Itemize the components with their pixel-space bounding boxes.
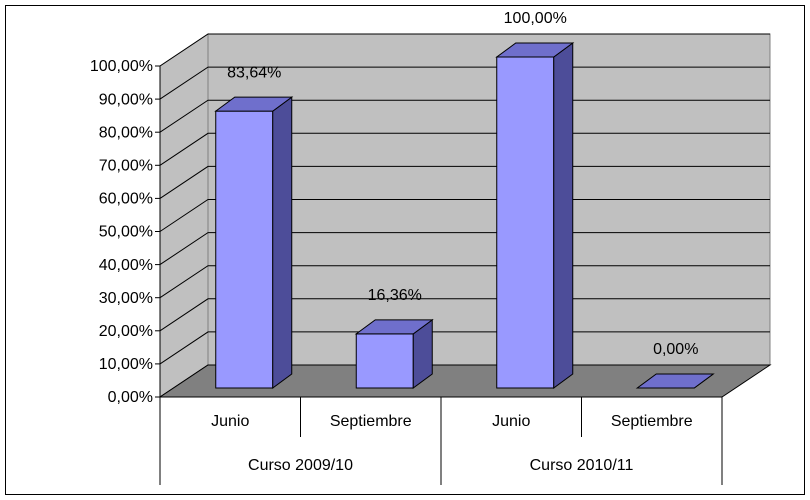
y-tick-label: 30,00% xyxy=(99,290,153,307)
y-tick-label: 0,00% xyxy=(108,389,153,406)
bar-top xyxy=(214,96,294,112)
value-label: 0,00% xyxy=(653,341,698,358)
group-label: Curso 2009/10 xyxy=(248,457,353,474)
y-tick-label: 90,00% xyxy=(99,91,153,108)
y-tick-label: 100,00% xyxy=(90,58,153,75)
bar-front xyxy=(355,333,414,389)
grid-line xyxy=(159,265,770,299)
grid-line xyxy=(159,132,770,166)
grid-line xyxy=(159,165,770,199)
bar-top xyxy=(354,319,434,335)
y-tick-label: 10,00% xyxy=(99,356,153,373)
x-tick-label: Junio xyxy=(211,413,249,430)
bar xyxy=(495,42,575,389)
y-tick-label: 70,00% xyxy=(99,158,153,175)
bar-front xyxy=(215,110,274,389)
grid-line xyxy=(159,298,770,332)
grid-line xyxy=(159,232,770,266)
floor xyxy=(158,364,772,398)
bar xyxy=(635,373,715,389)
y-tick-label: 20,00% xyxy=(99,323,153,340)
bar-side xyxy=(553,42,574,389)
grid-line xyxy=(159,99,770,133)
bar-front xyxy=(496,56,555,389)
y-tick-label: 60,00% xyxy=(99,191,153,208)
value-label: 83,64% xyxy=(227,64,281,81)
bar xyxy=(354,318,434,389)
grid-line xyxy=(159,33,770,67)
y-tick-label: 80,00% xyxy=(99,124,153,141)
value-label: 100,00% xyxy=(504,10,567,27)
grid-line xyxy=(159,331,770,365)
x-tick-label: Septiembre xyxy=(611,413,693,430)
bar-top xyxy=(495,42,575,58)
grid-line xyxy=(159,66,770,100)
y-tick-label: 50,00% xyxy=(99,224,153,241)
bar-side xyxy=(272,96,293,389)
x-tick-label: Junio xyxy=(492,413,530,430)
grid-line xyxy=(159,199,770,232)
y-tick-label: 40,00% xyxy=(99,257,153,274)
x-tick-label: Septiembre xyxy=(330,413,412,430)
bar xyxy=(214,96,294,389)
group-label: Curso 2010/11 xyxy=(530,457,634,474)
value-label: 16,36% xyxy=(368,287,422,304)
bar-top xyxy=(635,373,715,389)
